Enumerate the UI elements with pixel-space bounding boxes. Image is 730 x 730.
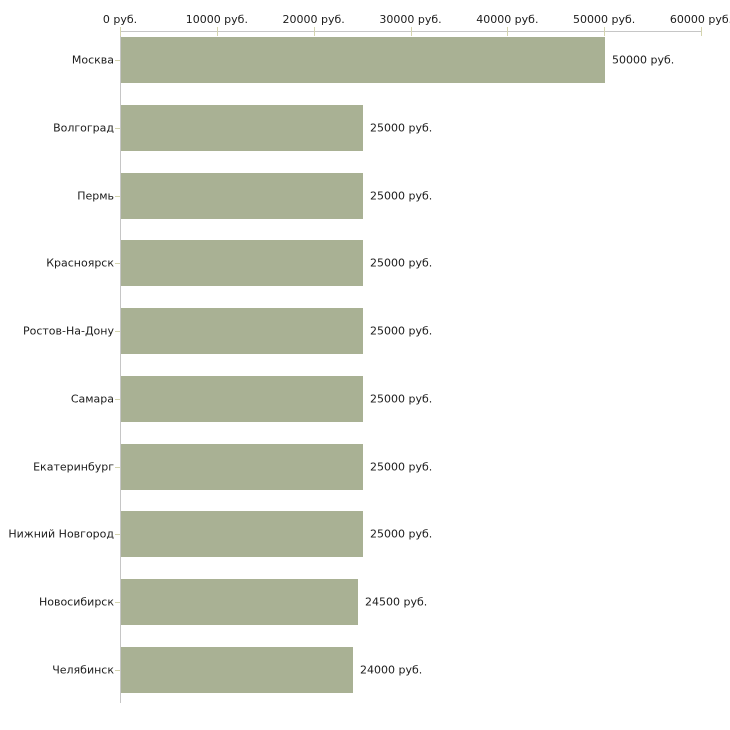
x-axis-tick-label: 20000 руб. <box>282 13 345 26</box>
category-label: Красноярск <box>46 256 114 270</box>
bar <box>121 308 363 354</box>
y-axis-tick-mark <box>115 60 120 61</box>
x-axis-tick-label: 60000 руб. <box>669 13 730 26</box>
bar <box>121 173 363 219</box>
category-label: Волгоград <box>53 121 114 135</box>
category-label: Челябинск <box>52 663 114 677</box>
x-axis-tick-mark <box>411 27 412 36</box>
x-axis-tick-mark <box>701 27 702 36</box>
y-axis-tick-mark <box>115 331 120 332</box>
bar <box>121 579 358 625</box>
category-label: Ростов-На-Дону <box>22 324 114 338</box>
value-label: 25000 руб. <box>370 392 433 406</box>
x-axis-tick-mark <box>604 27 605 36</box>
x-axis-tick-mark <box>507 27 508 36</box>
category-label: Самара <box>70 392 114 406</box>
category-label: Москва <box>71 53 114 67</box>
y-axis-tick-mark <box>115 399 120 400</box>
y-axis-tick-mark <box>115 467 120 468</box>
x-axis-tick-mark <box>120 27 121 36</box>
y-axis-tick-mark <box>115 196 120 197</box>
value-label: 24500 руб. <box>365 595 428 609</box>
x-axis-tick-label: 30000 руб. <box>379 13 442 26</box>
y-axis-tick-mark <box>115 128 120 129</box>
bar <box>121 37 605 83</box>
x-axis-tick-mark <box>217 27 218 36</box>
category-label: Екатеринбург <box>33 460 114 473</box>
y-axis-tick-mark <box>115 670 120 671</box>
bar <box>121 511 363 557</box>
bar <box>121 105 363 151</box>
bar <box>121 647 353 693</box>
x-axis-tick-label: 50000 руб. <box>573 13 636 26</box>
value-label: 25000 руб. <box>370 527 433 541</box>
y-axis-line <box>120 31 121 703</box>
x-axis-tick-label: 10000 руб. <box>185 13 248 26</box>
x-axis-tick-label: 0 руб. <box>102 13 138 26</box>
x-axis-tick-mark <box>314 27 315 36</box>
category-label: Нижний Новгород <box>8 527 114 541</box>
x-axis-tick-label: 40000 руб. <box>476 13 539 26</box>
value-label: 50000 руб. <box>612 53 675 67</box>
y-axis-tick-mark <box>115 602 120 603</box>
category-label: Новосибирск <box>38 595 114 609</box>
value-label: 25000 руб. <box>370 324 433 338</box>
y-axis-tick-mark <box>115 263 120 264</box>
bar <box>121 444 363 490</box>
value-label: 25000 руб. <box>370 189 433 202</box>
value-label: 25000 руб. <box>370 256 433 270</box>
category-label: Пермь <box>77 189 114 202</box>
value-label: 24000 руб. <box>360 663 423 677</box>
bar <box>121 240 363 286</box>
y-axis-tick-mark <box>115 534 120 535</box>
value-label: 25000 руб. <box>370 121 433 135</box>
bar <box>121 376 363 422</box>
value-label: 25000 руб. <box>370 460 433 473</box>
